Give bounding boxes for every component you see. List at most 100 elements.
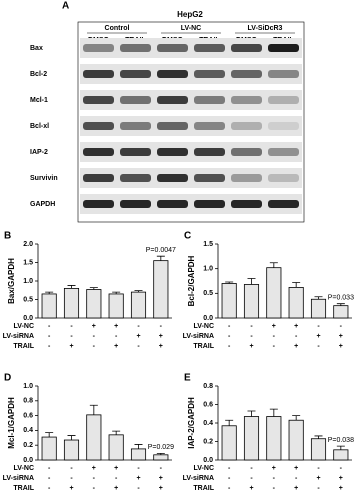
protein-label: Survivin [30, 175, 58, 182]
condition-sign: + [159, 333, 163, 340]
condition-sign: + [316, 333, 320, 340]
band [157, 122, 188, 130]
condition-sign: + [114, 323, 118, 330]
condition-sign: - [93, 343, 96, 350]
y-tick-label: 0.8 [23, 398, 33, 405]
p-value: P=0.038 [328, 437, 354, 444]
y-tick-label: 2.0 [23, 241, 33, 248]
panel-label: E [184, 373, 191, 384]
condition-sign: - [250, 475, 253, 482]
condition-sign: - [317, 465, 320, 472]
blot-strip [80, 116, 302, 136]
bar [63, 287, 80, 319]
blot-strip [80, 38, 302, 58]
condition-sign: + [339, 485, 343, 492]
error-bar [112, 291, 121, 294]
condition-sign: - [48, 465, 51, 472]
bar [63, 439, 80, 461]
blot-strip [80, 194, 302, 214]
condition-sign: + [114, 485, 118, 492]
condition-sign: - [137, 485, 140, 492]
condition-sign: - [340, 465, 343, 472]
error-bar [156, 255, 165, 261]
error-bar [225, 419, 234, 426]
band [194, 200, 225, 208]
group-label: LV-NC [181, 25, 201, 32]
bar [108, 293, 124, 319]
condition-sign: - [93, 475, 96, 482]
protein-label: Bcl-xl [30, 123, 49, 130]
panel-label: A [62, 1, 69, 12]
condition-sign: - [250, 323, 253, 330]
condition-sign: - [317, 343, 320, 350]
bar [266, 416, 282, 461]
condition-sign: + [159, 485, 163, 492]
condition-sign: + [294, 323, 298, 330]
band [231, 122, 262, 130]
y-tick-label: 0.8 [203, 383, 213, 390]
protein-label: GAPDH [30, 201, 55, 208]
band [120, 96, 151, 104]
error-bar [314, 296, 323, 300]
condition-sign: + [316, 475, 320, 482]
band [194, 96, 225, 104]
condition-sign: + [249, 343, 253, 350]
band [268, 200, 299, 208]
condition-sign: - [160, 323, 163, 330]
condition-label: TRAIL [13, 343, 34, 350]
condition-label: LV-NC [194, 465, 214, 472]
y-tick-label: 0.0 [23, 457, 33, 464]
condition-sign: + [249, 485, 253, 492]
condition-sign: - [250, 465, 253, 472]
y-tick-label: 0.5 [203, 290, 213, 297]
error-bar [89, 404, 98, 415]
condition-sign: + [159, 475, 163, 482]
error-bar [45, 432, 54, 438]
condition-sign: + [114, 343, 118, 350]
band [157, 70, 188, 78]
bar [153, 454, 169, 461]
condition-sign: - [250, 333, 253, 340]
band [231, 70, 262, 78]
y-tick-label: 1.5 [203, 241, 213, 248]
p-value: P=0.033 [328, 295, 354, 302]
condition-sign: + [136, 475, 140, 482]
condition-sign: + [136, 333, 140, 340]
error-bar [247, 278, 256, 285]
condition-label: LV-NC [14, 465, 34, 472]
error-bar [67, 435, 76, 441]
cell-line: HepG2 [177, 10, 203, 19]
condition-sign: + [114, 465, 118, 472]
condition-label: TRAIL [13, 485, 34, 492]
condition-label: TRAIL [193, 343, 214, 350]
condition-sign: - [93, 333, 96, 340]
condition-sign: - [48, 475, 51, 482]
condition-sign: - [70, 475, 73, 482]
y-axis-label: Bax/GAPDH [7, 258, 16, 304]
band [83, 200, 114, 208]
error-bar [292, 282, 301, 288]
bar [41, 293, 57, 319]
band [83, 122, 114, 130]
band [120, 200, 151, 208]
bar [221, 425, 237, 461]
bar [243, 416, 260, 461]
condition-label: LV-siRNA [3, 475, 34, 482]
band [83, 148, 114, 156]
condition-sign: - [137, 323, 140, 330]
error-bar [292, 415, 301, 421]
condition-sign: - [228, 475, 231, 482]
protein-label: Bcl-2 [30, 71, 47, 78]
error-bar [336, 303, 345, 306]
bar [108, 434, 124, 461]
error-bar [67, 285, 76, 289]
bar [130, 448, 147, 461]
condition-sign: - [340, 323, 343, 330]
band [231, 200, 262, 208]
error-bar [89, 287, 98, 290]
condition-sign: - [273, 485, 276, 492]
band [120, 122, 151, 130]
condition-sign: - [273, 475, 276, 482]
y-tick-label: 1.0 [23, 383, 33, 390]
band [120, 44, 151, 52]
